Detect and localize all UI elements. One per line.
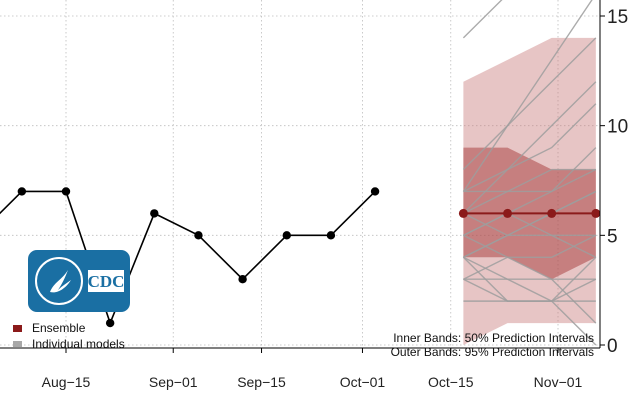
- model-line: [462, 0, 593, 192]
- x-tick-label: Oct−15: [428, 374, 474, 390]
- y-tick-label: 0: [607, 336, 618, 357]
- observed-point: [370, 187, 380, 196]
- legend: Ensemble Individual models: [13, 321, 125, 351]
- observed-point: [105, 318, 115, 328]
- observed-point: [282, 231, 291, 240]
- model-line: [462, 37, 597, 171]
- model-line: [463, 256, 597, 302]
- model-line: [462, 0, 503, 39]
- ensemble-point: [547, 208, 557, 218]
- axes: 0 5 10 15 Aug−15 Sep−01 Sep−15 Oct−01 Oct−15 Nov−…: [0, 0, 628, 390]
- observed-series: [0, 187, 380, 328]
- y-tick-label: 15: [607, 7, 628, 28]
- legend-swatch-ensemble: [13, 325, 22, 332]
- individual-model-lines: [462, 0, 597, 346]
- ensemble-point: [591, 208, 601, 218]
- x-tick-label: Sep−15: [237, 374, 286, 390]
- model-line: [463, 103, 597, 193]
- x-tick-label: Oct−01: [340, 374, 386, 390]
- ensemble-point: [503, 208, 513, 218]
- ensemble-point: [458, 208, 468, 218]
- observed-point: [194, 231, 203, 240]
- x-tick-label: Nov−01: [534, 374, 583, 390]
- logo-background: [28, 250, 130, 312]
- model-line: [463, 168, 597, 215]
- hhs-seal-icon: [35, 257, 83, 305]
- cdc-logo-text: CDC: [88, 272, 125, 291]
- annotation-outer-bands: Outer Bands: 95% Prediction Intervals: [391, 345, 594, 359]
- model-line: [463, 278, 597, 302]
- y-tick-label: 5: [607, 226, 618, 247]
- legend-swatch-individual: [13, 341, 22, 347]
- cdc-logo: CDC: [28, 250, 130, 312]
- observed-point: [326, 231, 336, 240]
- x-tick-label: Sep−01: [149, 374, 198, 390]
- observed-point: [17, 187, 27, 196]
- observed-point: [238, 275, 247, 284]
- legend-label-ensemble: Ensemble: [32, 321, 86, 335]
- x-tick-label: Aug−15: [42, 374, 91, 390]
- model-line: [463, 190, 597, 237]
- observed-point: [150, 209, 159, 218]
- model-line: [463, 234, 597, 258]
- observed-line: [0, 190, 376, 326]
- annotation-inner-bands: Inner Bands: 50% Prediction Intervals: [393, 331, 594, 345]
- cdc-text-box: [88, 270, 124, 292]
- y-tick-label: 10: [607, 117, 628, 138]
- eagle-icon: [50, 270, 71, 293]
- legend-label-individual: Individual models: [32, 337, 125, 351]
- ensemble-series: [458, 208, 601, 218]
- observed-point: [61, 187, 71, 196]
